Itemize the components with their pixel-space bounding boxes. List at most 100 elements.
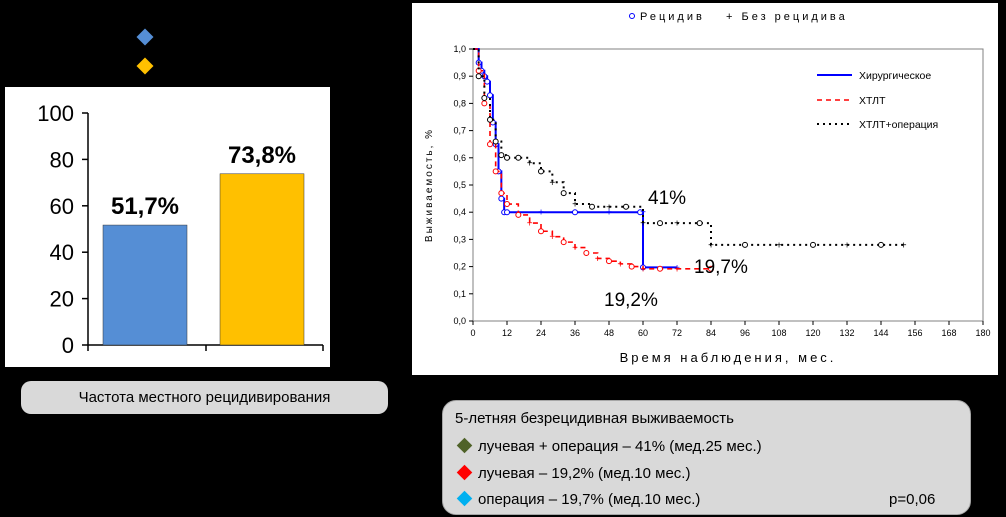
- km-y-tick-label: 0,6: [453, 153, 466, 163]
- km-series-3-event-point: [538, 168, 544, 175]
- bar-1: [102, 224, 188, 346]
- km-y-tick-label: 0,2: [453, 262, 466, 272]
- bar-y-tick-label: 20: [50, 287, 74, 312]
- km-series-3-event-point: [657, 220, 663, 227]
- title-open-circle-icon: [629, 13, 635, 19]
- km-series-3-event-point: [487, 116, 493, 123]
- green-diamond-icon: [456, 437, 473, 454]
- km-series-2-censor-mark: +: [617, 259, 623, 270]
- km-x-label: Время наблюдения, мес.: [620, 350, 837, 365]
- bar-y-tick-label: 0: [62, 333, 74, 358]
- km-y-tick-label: 0,0: [453, 316, 466, 326]
- km-series-3-event-point: [475, 73, 482, 80]
- km-series-3-censor-mark: +: [776, 240, 782, 251]
- km-x-tick-label: 48: [604, 328, 614, 338]
- cyan-diamond-icon: [456, 490, 473, 507]
- km-series-1-censor-mark: +: [640, 208, 646, 219]
- km-series-1-event-point: [572, 209, 578, 216]
- km-series-3-censor-mark: +: [640, 219, 646, 230]
- km-series-2-event-point: [481, 100, 488, 107]
- bar-data-label: 73,8%: [228, 142, 296, 169]
- legend-diamond-yellow-icon: [136, 57, 154, 75]
- km-series-2-censor-mark: +: [595, 254, 601, 265]
- km-x-tick-label: 156: [907, 328, 922, 338]
- survival-chart-panel: Рецидив + Без рецидива 0,0 0,1 0,2 0,3 0,4 0,5 0…: [412, 3, 998, 375]
- km-series-3-censor-mark: +: [527, 159, 533, 170]
- info-line-combo: лучевая + операция – 41% (мед.25 мес.): [455, 437, 762, 455]
- km-x-tick-label: 12: [502, 328, 512, 338]
- km-x-tick-label: 36: [570, 328, 580, 338]
- km-series-3-censor-mark: +: [674, 219, 680, 230]
- km-series-2-line: [473, 48, 711, 270]
- bar-data-label: 51,7%: [111, 193, 179, 220]
- km-x-tick-label: 120: [805, 328, 820, 338]
- km-series-3-event-point: [560, 190, 567, 197]
- km-x-tick-label: 132: [839, 328, 854, 338]
- km-annotation-chrt: 19,2%: [604, 290, 658, 311]
- km-legend-label-2: ХТЛТ: [859, 95, 886, 107]
- bar-y-tick-label: 100: [37, 101, 74, 126]
- km-series-3-censor-mark: +: [901, 240, 907, 251]
- km-y-tick-label: 0,3: [453, 234, 466, 244]
- km-series-2-censor-mark: +: [527, 219, 533, 230]
- km-series-3-event-point: [623, 203, 629, 210]
- km-series-2-event-point: [492, 168, 499, 175]
- info-line-chrt-text: лучевая – 19,2% (мед.10 мес.): [478, 465, 691, 482]
- km-x-tick-label: 108: [771, 328, 786, 338]
- km-series-2-event-point: [515, 211, 522, 218]
- km-series-1-event-point: [498, 195, 505, 202]
- km-y-label: Выживаемость, %: [424, 128, 435, 242]
- info-line-chrt: лучевая – 19,2% (мед.10 мес.): [455, 464, 691, 482]
- km-y-tick-label: 0,5: [453, 180, 466, 190]
- info-line-combo-text: лучевая + операция – 41% (мед.25 мес.): [478, 438, 762, 455]
- km-series-1-censor-mark: +: [606, 208, 612, 219]
- bar-chart: 0 20 40 60 80 100 51,7% 73,8%: [37, 101, 324, 358]
- info-box: 5-летняя безрецидивная выживаемость луче…: [442, 400, 971, 515]
- km-series-1-line: [473, 48, 677, 269]
- km-series-2-event-point: [628, 263, 635, 270]
- km-series-2-censor-mark: +: [549, 232, 555, 243]
- km-series-3-event-point: [481, 94, 488, 101]
- km-series-3-event-point: [498, 152, 505, 159]
- legend-diamond-blue-icon: [136, 28, 154, 46]
- km-x-tick-label: 96: [740, 328, 750, 338]
- km-series-1-censor-mark: +: [538, 208, 544, 219]
- bar-2: [219, 173, 305, 346]
- bar-chart-caption: Частота местного рецидивирования: [21, 381, 388, 414]
- km-series-2-event-point: [504, 201, 510, 208]
- km-series-1-event-point: [504, 209, 510, 216]
- km-series-3-censor-mark: +: [572, 200, 578, 211]
- bar-y-tick-label: 60: [50, 194, 74, 219]
- bar-y-tick-label: 40: [50, 240, 74, 265]
- bar-y-tick-label: 80: [50, 147, 74, 172]
- km-x-tick-label: 72: [672, 328, 682, 338]
- km-series-1-event-point: [487, 92, 493, 99]
- info-line-surgery: операция – 19,7% (мед.10 мес.): [455, 490, 701, 508]
- km-y-tick-label: 0,8: [453, 98, 466, 108]
- km-legend-label-3: ХТЛТ+операция: [859, 119, 938, 131]
- km-series-2-event-point: [708, 265, 714, 272]
- p-value: p=0,06: [889, 491, 936, 508]
- km-x-tick-label: 0: [470, 328, 475, 338]
- km-series-2-censor-mark: +: [674, 264, 680, 275]
- km-series-2-event-point: [560, 239, 567, 246]
- info-title: 5-летняя безрецидивная выживаемость: [455, 410, 734, 427]
- km-series-2-censor-mark: +: [640, 264, 646, 275]
- km-x-tick-label: 180: [975, 328, 990, 338]
- km-series-3-event-point: [504, 154, 510, 161]
- km-y-tick-label: 0,4: [453, 207, 466, 217]
- km-series-2-censor-mark: +: [572, 243, 578, 254]
- km-series-3-line: [473, 48, 904, 246]
- survival-chart: Рецидив + Без рецидива 0,0 0,1 0,2 0,3 0,4 0,5 0…: [424, 11, 991, 365]
- title-item-norelapse: + Без рецидива: [726, 11, 848, 23]
- km-series-3-event-point: [589, 203, 595, 210]
- km-series-3-event-point: [810, 241, 816, 248]
- km-y-tick-label: 0,7: [453, 126, 466, 136]
- info-line-surgery-text: операция – 19,7% (мед.10 мес.): [478, 491, 701, 508]
- km-x-tick-label: 168: [941, 328, 956, 338]
- km-series-3-censor-mark: +: [708, 240, 714, 251]
- km-series-3-event-point: [515, 154, 522, 161]
- km-series-2-event-point: [606, 258, 612, 265]
- red-diamond-icon: [456, 464, 473, 481]
- km-annotation-surgery: 19,7%: [694, 257, 748, 278]
